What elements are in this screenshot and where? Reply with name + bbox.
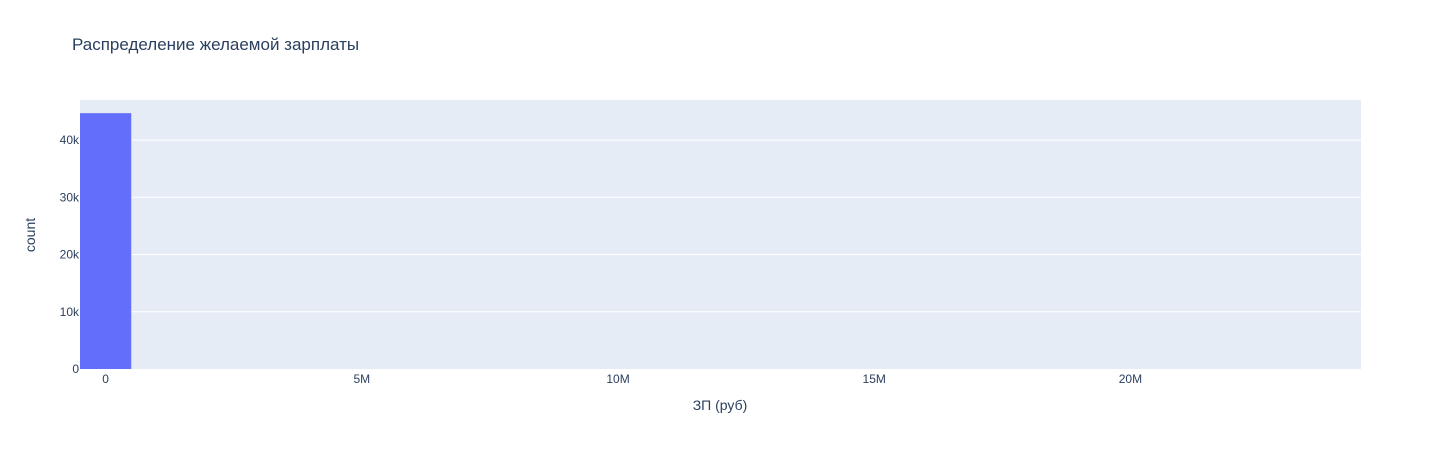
y-tick-label: 40k (60, 133, 80, 147)
plot-area (80, 100, 1361, 369)
x-tick-label: 20M (1119, 372, 1142, 386)
x-tick-label: 0 (102, 372, 109, 386)
y-tick-label: 10k (60, 305, 80, 319)
y-tick-label: 30k (60, 190, 80, 204)
histogram-bar[interactable] (80, 113, 132, 370)
y-tick-label: 20k (60, 248, 80, 262)
y-tick-label: 0 (72, 362, 79, 376)
bars (80, 113, 132, 370)
x-tick-label: 5M (353, 372, 370, 386)
x-tick-label: 10M (606, 372, 629, 386)
x-axis-title: ЗП (руб) (693, 397, 748, 413)
ticks: 0 10k 20k 30k 40k 0 5M 10M 15M 20M (60, 133, 1142, 386)
gridlines (80, 139, 1361, 313)
x-tick-label: 15M (863, 372, 886, 386)
chart-title: Распределение желаемой зарплаты (72, 35, 359, 54)
y-axis-title: count (22, 218, 38, 252)
